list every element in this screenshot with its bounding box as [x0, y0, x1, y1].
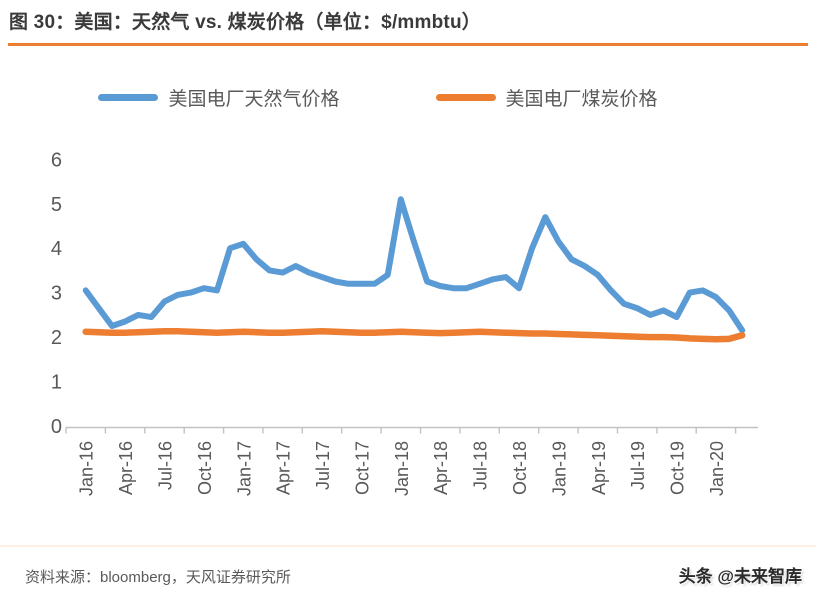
y-tick-label: 5 [51, 194, 62, 216]
figure-title: 图 30：美国：天然气 vs. 煤炭价格（单位：$/mmbtu） [9, 12, 481, 33]
y-tick-label: 0 [51, 416, 62, 438]
x-tick-label: Oct-17 [352, 441, 372, 495]
source-note: 资料来源：bloomberg，天风证券研究所 [25, 569, 291, 586]
y-tick-label: 2 [51, 327, 62, 349]
x-tick-label: Apr-19 [589, 441, 609, 495]
coal-line-swatch [435, 94, 496, 101]
y-tick-label: 4 [51, 238, 62, 260]
footer-divider [0, 545, 816, 547]
y-tick-label: 1 [51, 372, 62, 394]
coal-price-line [82, 328, 746, 343]
legend-item-gas: 美国电厂天然气价格 [98, 84, 340, 111]
x-tick-label: Jan-17 [234, 441, 254, 496]
watermark: 头条 @未来智库 [678, 567, 802, 586]
x-tick-label: Oct-16 [195, 441, 215, 495]
legend-label-coal: 美国电厂煤炭价格 [505, 89, 658, 110]
gas-price-line [82, 196, 746, 334]
x-tick-label: Apr-17 [274, 441, 294, 495]
x-tick-label: Jul-17 [313, 441, 333, 490]
x-tick-label: Apr-16 [116, 441, 136, 495]
gas-line-swatch [98, 94, 159, 101]
title-underline [8, 43, 808, 46]
legend-label-gas: 美国电厂天然气价格 [168, 89, 340, 110]
x-tick-label: Oct-19 [668, 441, 688, 495]
x-tick-label: Jan-19 [549, 441, 569, 496]
x-tick-label: Jan-18 [392, 441, 412, 496]
y-tick-label: 6 [51, 149, 62, 171]
x-tick-label: Jan-20 [707, 441, 727, 496]
y-tick-label: 3 [51, 283, 62, 305]
x-tick-label: Jul-19 [628, 441, 648, 490]
chart-legend: 美国电厂天然气价格 美国电厂煤炭价格 [0, 84, 756, 111]
x-tick-label: Oct-18 [510, 441, 530, 495]
x-tick-label: Jul-16 [156, 441, 176, 490]
legend-item-coal: 美国电厂煤炭价格 [435, 84, 658, 111]
x-tick-label: Jul-18 [471, 441, 491, 490]
x-tick-label: Apr-18 [431, 441, 451, 495]
x-tick-label: Jan-16 [77, 441, 97, 496]
